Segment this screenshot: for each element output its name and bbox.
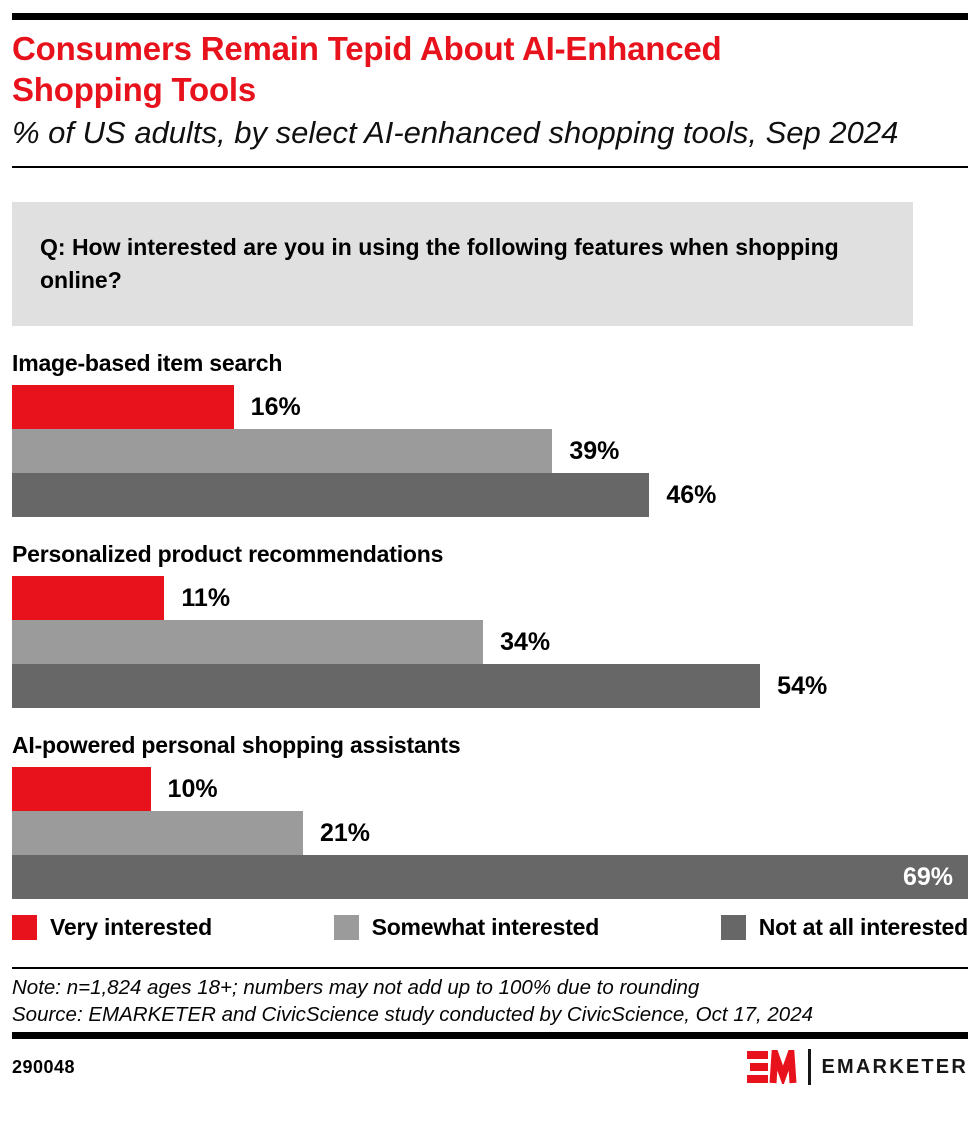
legend: Very interested Somewhat interested Not at… <box>12 914 968 941</box>
bar <box>12 811 303 855</box>
legend-swatch <box>720 915 746 940</box>
legend-label: Very interested <box>50 914 212 940</box>
bar-row: 34% <box>12 620 968 664</box>
value-label: 11% <box>181 583 231 612</box>
page: Consumers Remain Tepid About AI-Enhanced… <box>0 13 980 1085</box>
bar-group: Image-based item search 16% 39% 46% <box>12 350 968 517</box>
bar <box>12 385 234 429</box>
bar-row: 11% <box>12 576 968 620</box>
legend-label: Not at all interested <box>758 914 968 940</box>
bar <box>12 473 650 517</box>
bar-row: 54% <box>12 664 968 708</box>
bar-row: 21% <box>12 811 968 855</box>
bar-row: 16% <box>12 385 968 429</box>
legend-swatch <box>12 915 37 940</box>
question-text: Q: How interested are you in using the f… <box>40 234 839 293</box>
value-label: 21% <box>319 818 370 847</box>
bar-row: 69% <box>12 855 968 899</box>
chart: Image-based item search 16% 39% 46% Personal… <box>12 350 968 899</box>
category-label: Personalized product recommendations <box>12 541 444 567</box>
category-label: Image-based item search <box>12 350 283 376</box>
value-label: 46% <box>666 480 717 509</box>
bar <box>12 429 553 473</box>
footnote-divider <box>12 967 968 969</box>
page-title: Consumers Remain Tepid About AI-Enhanced… <box>12 30 722 108</box>
category-label: AI-powered personal shopping assistants <box>12 732 461 758</box>
legend-swatch <box>333 915 359 940</box>
bar <box>12 620 484 664</box>
chart-id: 290048 <box>12 1056 76 1077</box>
bar-row: 10% <box>12 767 968 811</box>
bottom-rule <box>12 1032 968 1039</box>
logo-divider <box>807 1049 811 1085</box>
source-text: Source: EMARKETER and CivicScience study… <box>12 1003 814 1026</box>
bar <box>12 767 151 811</box>
legend-label: Somewhat interested <box>371 914 600 940</box>
bar <box>12 664 761 708</box>
em-logo-icon <box>746 1050 797 1084</box>
brand-logo: EMARKETER <box>745 1049 968 1085</box>
value-label: 34% <box>500 627 551 656</box>
legend-item: Very interested <box>12 914 212 941</box>
value-label: 16% <box>250 392 301 421</box>
value-label: 54% <box>777 671 828 700</box>
bar-row: 39% <box>12 429 968 473</box>
legend-item: Not at all interested <box>720 914 968 941</box>
header-divider <box>12 166 968 168</box>
bar-group: Personalized product recommendations 11% 3… <box>12 541 968 708</box>
question-box: Q: How interested are you in using the f… <box>12 202 913 326</box>
value-label: 10% <box>167 774 218 803</box>
footer: 290048 EMARKETER <box>12 1049 968 1085</box>
value-label: 39% <box>569 436 620 465</box>
bar-row: 46% <box>12 473 968 517</box>
bar <box>12 576 165 620</box>
value-label: 69% <box>902 862 953 891</box>
note-text: Note: n=1,824 ages 18+; numbers may not … <box>12 976 700 999</box>
brand-wordmark: EMARKETER <box>821 1055 968 1078</box>
top-rule <box>12 13 968 20</box>
bar: 69% <box>12 855 968 899</box>
footnotes: Note: n=1,824 ages 18+; numbers may not … <box>12 974 968 1028</box>
legend-item: Somewhat interested <box>333 914 600 941</box>
bar-group: AI-powered personal shopping assistants 1… <box>12 732 968 899</box>
page-subtitle: % of US adults, by select AI-enhanced sh… <box>12 115 899 150</box>
